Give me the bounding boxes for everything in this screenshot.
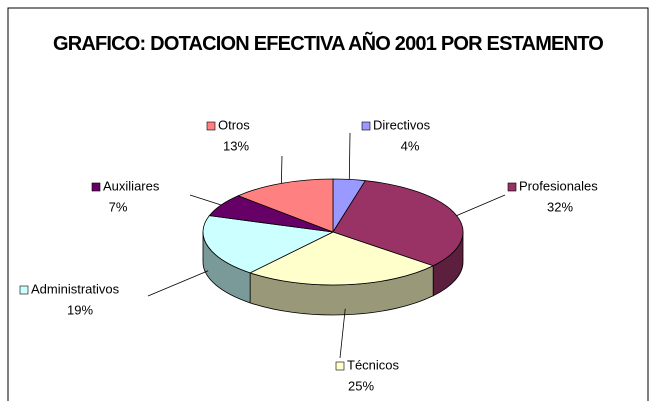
value-label: 25% — [348, 378, 374, 393]
chart-title: GRAFICO: DOTACION EFECTIVA AÑO 2001 POR … — [52, 33, 604, 55]
slice-label: Administrativos — [31, 281, 120, 296]
value-label: 13% — [223, 138, 249, 153]
leader-line — [147, 270, 209, 297]
value-label: 19% — [67, 302, 93, 317]
legend-key — [361, 121, 371, 131]
leader-line — [189, 194, 222, 206]
slice-label: Técnicos — [347, 357, 400, 372]
slice — [249, 231, 435, 286]
value-label: 32% — [547, 199, 573, 214]
leader-line — [280, 155, 283, 184]
leader-line — [348, 132, 351, 180]
slice-label: Auxiliares — [103, 178, 160, 193]
leader-line — [339, 308, 346, 359]
legend-key — [507, 182, 517, 192]
leader-line — [456, 194, 506, 216]
legend-key — [206, 121, 216, 131]
slice-label: Otros — [218, 117, 250, 132]
legend-key — [335, 361, 345, 371]
value-label: 7% — [109, 199, 128, 214]
value-label: 4% — [401, 138, 420, 153]
legend-key — [19, 285, 29, 295]
legend-key — [91, 182, 101, 192]
slice — [332, 180, 464, 267]
slice-label: Directivos — [373, 117, 431, 132]
slice — [202, 215, 335, 274]
slice-label: Profesionales — [519, 178, 598, 193]
